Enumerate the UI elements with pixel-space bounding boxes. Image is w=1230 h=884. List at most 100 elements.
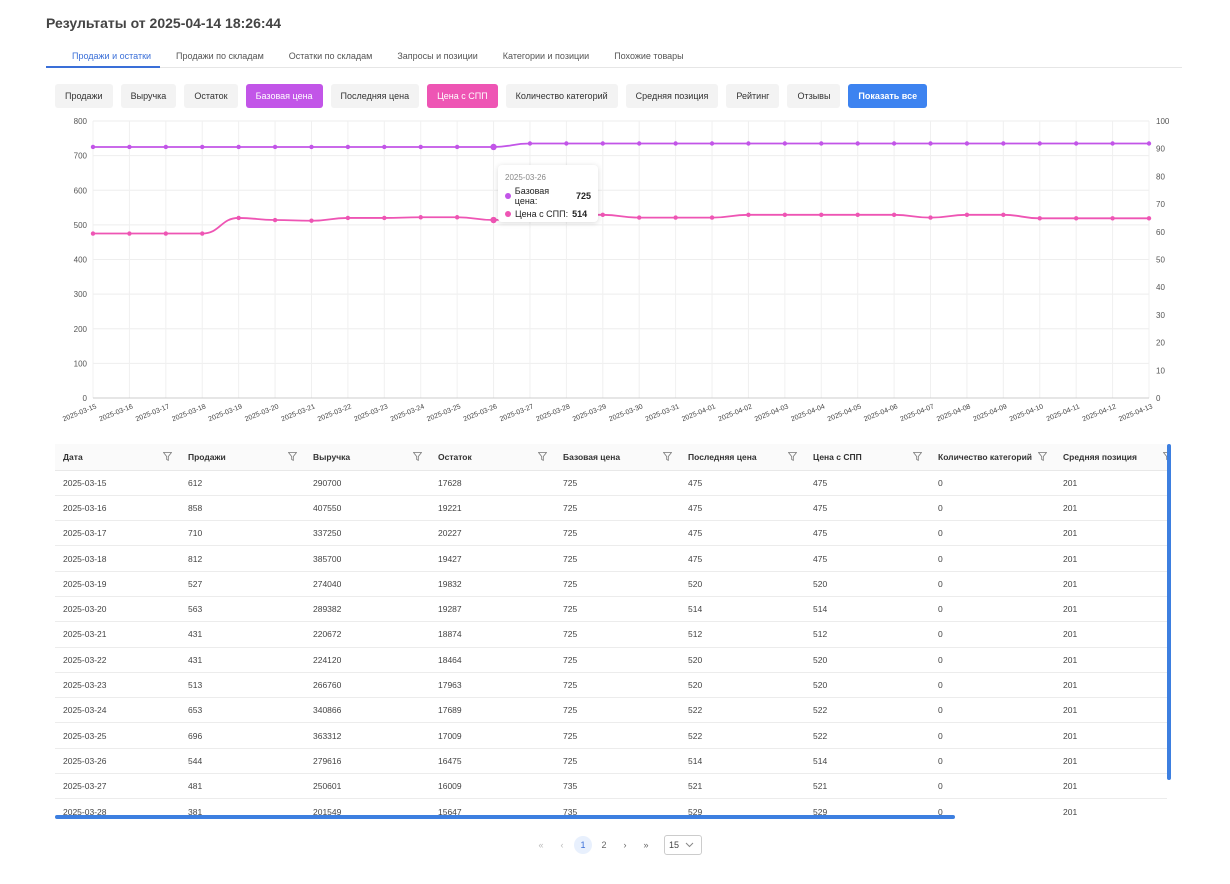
table-cell: 725 — [555, 520, 680, 547]
column-header-label: Количество категорий — [938, 451, 1033, 462]
metric-toggle-2[interactable]: Выручка — [120, 84, 177, 108]
data-point — [236, 144, 241, 150]
y-left-tick-label: 800 — [74, 117, 88, 126]
legend-dot-icon — [505, 211, 511, 217]
column-header[interactable]: Базовая цена — [555, 444, 680, 471]
data-point — [1073, 141, 1079, 146]
column-header[interactable]: Дата — [55, 444, 180, 471]
table-cell: 2025-03-23 — [55, 672, 180, 699]
prev-page-button[interactable]: ‹ — [560, 840, 564, 850]
x-tick-label: 2025-04-02 — [717, 403, 753, 423]
column-header-label: Выручка — [313, 451, 351, 462]
filter-icon[interactable] — [288, 452, 297, 461]
metric-toggle-10[interactable]: Отзывы — [787, 84, 841, 108]
column-header[interactable]: Последняя цена — [680, 444, 805, 471]
y-left-tick-label: 300 — [74, 290, 88, 299]
metric-toggle-8[interactable]: Средняя позиция — [625, 84, 719, 108]
table-cell: 725 — [555, 545, 680, 572]
tooltip-date: 2025-03-26 — [505, 173, 546, 182]
x-tick-label: 2025-03-20 — [244, 403, 280, 423]
data-point — [1110, 141, 1115, 146]
table-cell: 529 — [680, 798, 805, 818]
filter-icon[interactable] — [538, 452, 547, 461]
y-right-tick-label: 0 — [1156, 394, 1161, 403]
data-point — [782, 212, 788, 218]
column-header[interactable]: Продажи — [180, 444, 305, 471]
table-cell: 17689 — [430, 697, 555, 724]
data-point — [490, 216, 497, 224]
show-all-button[interactable]: Показать все — [848, 84, 928, 108]
y-left-tick-label: 0 — [83, 394, 88, 403]
metric-toggle-9[interactable]: Рейтинг — [726, 84, 780, 108]
column-header[interactable]: Выручка — [305, 444, 430, 471]
metric-toggle-3[interactable]: Остаток — [184, 84, 238, 108]
column-header[interactable]: Цена с СПП — [805, 444, 930, 471]
table-cell: 696 — [180, 722, 305, 749]
filter-icon[interactable] — [913, 452, 922, 461]
metric-toggle-6[interactable]: Цена с СПП — [427, 84, 498, 108]
tab-3[interactable]: Остатки по складам — [288, 51, 373, 61]
filter-icon[interactable] — [1163, 452, 1167, 461]
filter-icon[interactable] — [663, 452, 672, 461]
table-cell: 522 — [805, 697, 930, 724]
tab-6[interactable]: Похожие товары — [614, 51, 684, 61]
x-tick-label: 2025-04-04 — [790, 403, 826, 423]
table-cell: 0 — [930, 773, 1055, 800]
tooltip-value: 725 — [575, 191, 591, 201]
data-point — [1001, 212, 1006, 218]
table-row: 2025-03-19 527 274040 19832 725 520 520 0 201 — [55, 571, 1167, 597]
table-row: 2025-03-25 696 363312 17009 725 522 522 0 201 — [55, 722, 1167, 749]
metric-toggle-1[interactable]: Продажи — [55, 84, 113, 108]
metric-toggle-5[interactable]: Последняя цена — [330, 84, 420, 108]
data-table-container[interactable]: Дата Продажи Выручка Остаток Базовая цена Пос… — [55, 444, 1167, 818]
filter-icon[interactable] — [1038, 452, 1047, 461]
data-point — [127, 144, 132, 150]
table-row: 2025-03-20 563 289382 19287 725 514 514 0 201 — [55, 596, 1167, 623]
table-row: 2025-03-16 858 407550 19221 725 475 475 0 201 — [55, 495, 1167, 522]
filter-icon[interactable] — [788, 452, 797, 461]
table-cell: 563 — [180, 596, 305, 623]
table-cell: 0 — [930, 470, 1055, 496]
horizontal-scrollbar[interactable] — [55, 815, 955, 819]
data-point — [746, 141, 751, 146]
table-cell: 520 — [805, 647, 930, 673]
table-cell: 201 — [1055, 470, 1167, 496]
data-point — [1001, 141, 1006, 146]
page-2-button[interactable]: 2 — [601, 840, 607, 850]
tab-4[interactable]: Запросы и позиции — [397, 51, 478, 61]
tooltip-label: Базовая цена: — [514, 186, 550, 206]
table-cell: 201 — [1055, 722, 1167, 749]
metric-toggle-4[interactable]: Базовая цена — [245, 84, 323, 108]
filter-icon[interactable] — [413, 452, 422, 461]
table-cell: 725 — [555, 672, 680, 699]
metric-toggle-7[interactable]: Количество категорий — [505, 84, 618, 108]
table-cell: 2025-03-22 — [55, 647, 180, 673]
legend-dot-icon — [505, 193, 511, 199]
column-header-label: Последняя цена — [688, 451, 757, 462]
y-left-tick-label: 200 — [74, 325, 88, 334]
page-size-select[interactable]: 15 — [664, 835, 702, 855]
column-header[interactable]: Остаток — [430, 444, 555, 471]
table-cell: 2025-03-15 — [55, 470, 180, 496]
vertical-scrollbar[interactable] — [1167, 444, 1171, 780]
table-cell: 201 — [1055, 520, 1167, 547]
table-cell: 475 — [805, 495, 930, 522]
column-header[interactable]: Количество категорий — [930, 444, 1055, 471]
table-cell: 858 — [180, 495, 305, 522]
next-page-button[interactable]: › — [623, 840, 627, 850]
table-cell: 612 — [180, 470, 305, 496]
page-1-button[interactable]: 1 — [574, 836, 592, 854]
tab-5[interactable]: Категории и позиции — [502, 51, 590, 61]
data-point — [382, 144, 387, 150]
table-cell: 340866 — [305, 697, 430, 724]
last-page-button[interactable]: » — [643, 840, 649, 850]
column-header[interactable]: Средняя позиция — [1055, 444, 1167, 471]
tab-1[interactable]: Продажи и остатки — [46, 44, 161, 68]
table-cell: 224120 — [305, 647, 430, 673]
tab-2[interactable]: Продажи по складам — [176, 51, 264, 61]
filter-icon[interactable] — [163, 452, 172, 461]
table-cell: 710 — [180, 520, 305, 547]
first-page-button[interactable]: « — [538, 840, 544, 850]
data-point — [200, 144, 205, 150]
x-tick-label: 2025-03-16 — [98, 403, 134, 423]
